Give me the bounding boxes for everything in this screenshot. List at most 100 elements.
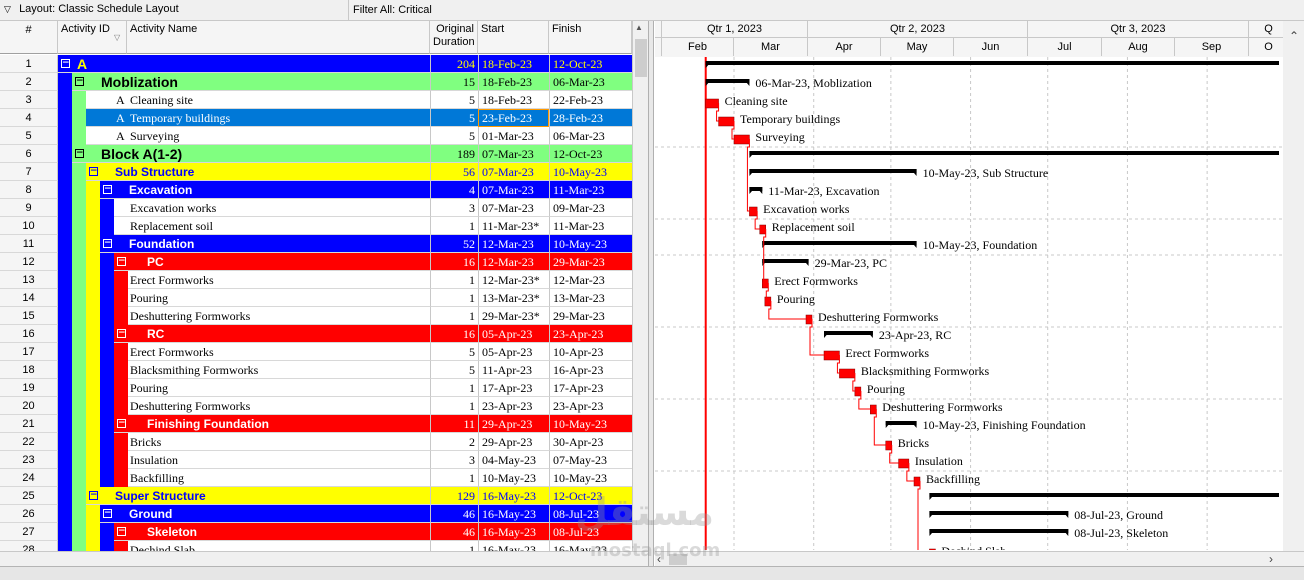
duration-cell[interactable]: 1: [430, 217, 478, 235]
duration-cell[interactable]: 15: [430, 73, 478, 91]
start-cell[interactable]: 05-Apr-23: [478, 325, 549, 343]
start-cell[interactable]: 10-May-23: [478, 469, 549, 487]
start-cell[interactable]: 16-May-23: [478, 487, 549, 505]
duration-cell[interactable]: 1: [430, 379, 478, 397]
start-cell[interactable]: 23-Feb-23: [478, 109, 549, 127]
table-row[interactable]: 16− RC 16 05-Apr-23 23-Apr-23: [0, 325, 632, 343]
table-row[interactable]: 11 − Foundation 52 12-Mar-23 10-May-23: [0, 235, 632, 253]
splitter[interactable]: [648, 21, 654, 566]
start-cell[interactable]: 29-Mar-23*: [478, 307, 549, 325]
start-cell[interactable]: 18-Feb-23: [478, 73, 549, 91]
wbs-name[interactable]: − Super Structure: [86, 487, 430, 505]
collapse-toggle-icon[interactable]: −: [103, 238, 112, 248]
wbs-name[interactable]: − Skeleton: [114, 523, 430, 541]
filter-label[interactable]: Filter All: Critical: [348, 0, 653, 20]
finish-cell[interactable]: 11-Mar-23: [549, 181, 632, 199]
table-row[interactable]: 10 Replacement soil 1 11-Mar-23* 11-Mar-23: [0, 217, 632, 235]
wbs-name[interactable]: − Block A(1-2): [72, 145, 430, 163]
duration-cell[interactable]: 204: [430, 55, 478, 73]
collapse-toggle-icon[interactable]: −: [89, 490, 98, 500]
wbs-name[interactable]: − PC: [114, 253, 430, 271]
activity-name[interactable]: Pouring: [128, 379, 430, 397]
finish-cell[interactable]: 12-Oct-23: [549, 55, 632, 73]
start-cell[interactable]: 16-May-23: [478, 523, 549, 541]
start-cell[interactable]: 13-Mar-23*: [478, 289, 549, 307]
collapse-toggle-icon[interactable]: −: [117, 418, 126, 428]
start-cell[interactable]: 29-Apr-23: [478, 433, 549, 451]
duration-cell[interactable]: 5: [430, 127, 478, 145]
column-header-activity-name[interactable]: Activity Name: [127, 21, 430, 54]
table-row[interactable]: 3 A Cleaning site 5 18-Feb-23 22-Feb-23: [0, 91, 632, 109]
start-cell[interactable]: 29-Apr-23: [478, 415, 549, 433]
finish-cell[interactable]: 10-May-23: [549, 415, 632, 433]
finish-cell[interactable]: 13-Mar-23: [549, 289, 632, 307]
duration-cell[interactable]: 5: [430, 343, 478, 361]
finish-cell[interactable]: 29-Mar-23: [549, 253, 632, 271]
duration-cell[interactable]: 16: [430, 253, 478, 271]
column-header-duration[interactable]: Original Duration: [430, 21, 478, 54]
duration-cell[interactable]: 16: [430, 325, 478, 343]
activity-name[interactable]: Erect Formworks: [128, 271, 430, 289]
table-row[interactable]: 6 − Block A(1-2) 189 07-Mar-23 12-Oct-23: [0, 145, 632, 163]
activity-name[interactable]: Replacement soil: [114, 217, 430, 235]
gantt-scrollbar[interactable]: ⌃: [1283, 21, 1304, 551]
duration-cell[interactable]: 1: [430, 397, 478, 415]
start-cell[interactable]: 12-Mar-23*: [478, 271, 549, 289]
duration-cell[interactable]: 52: [430, 235, 478, 253]
table-row[interactable]: 19 Pouring 1 17-Apr-23 17-Apr-23: [0, 379, 632, 397]
finish-cell[interactable]: 23-Apr-23: [549, 397, 632, 415]
start-cell[interactable]: 07-Mar-23: [478, 145, 549, 163]
duration-cell[interactable]: 3: [430, 199, 478, 217]
table-row[interactable]: 12 − PC 16 12-Mar-23 29-Mar-23: [0, 253, 632, 271]
duration-cell[interactable]: 1: [430, 271, 478, 289]
duration-cell[interactable]: 56: [430, 163, 478, 181]
table-row[interactable]: 21 − Finishing Foundation 11 29-Apr-23 10-May…: [0, 415, 632, 433]
table-row[interactable]: 24 Backfilling 1 10-May-23 10-May-23: [0, 469, 632, 487]
scroll-right-icon[interactable]: ›: [1269, 552, 1273, 566]
activity-name[interactable]: Pouring: [128, 289, 430, 307]
table-row[interactable]: 13 Erect Formworks 1 12-Mar-23* 12-Mar-23: [0, 271, 632, 289]
collapse-toggle-icon[interactable]: −: [103, 508, 112, 518]
start-cell[interactable]: 23-Apr-23: [478, 397, 549, 415]
finish-cell[interactable]: 08-Jul-23: [549, 505, 632, 523]
table-row[interactable]: 18 Blacksmithing Formworks 5 11-Apr-23 16-Ap…: [0, 361, 632, 379]
finish-cell[interactable]: 11-Mar-23: [549, 217, 632, 235]
table-row[interactable]: 25 − Super Structure 129 16-May-23 12-Oct-23: [0, 487, 632, 505]
table-scrollbar[interactable]: ▲: [632, 21, 649, 551]
duration-cell[interactable]: 129: [430, 487, 478, 505]
finish-cell[interactable]: 10-May-23: [549, 469, 632, 487]
table-row[interactable]: 17 Erect Formworks 5 05-Apr-23 10-Apr-23: [0, 343, 632, 361]
duration-cell[interactable]: 4: [430, 181, 478, 199]
finish-cell[interactable]: 10-May-23: [549, 235, 632, 253]
collapse-toggle-icon[interactable]: −: [89, 166, 98, 176]
start-cell[interactable]: 11-Apr-23: [478, 361, 549, 379]
wbs-name[interactable]: − Ground: [100, 505, 430, 523]
finish-cell[interactable]: 08-Jul-23: [549, 523, 632, 541]
wbs-name[interactable]: − RC: [114, 325, 430, 343]
table-row[interactable]: 7 − Sub Structure 56 07-Mar-23 10-May-23: [0, 163, 632, 181]
column-header-num[interactable]: #: [0, 21, 58, 54]
activity-name[interactable]: Backfilling: [128, 469, 430, 487]
duration-cell[interactable]: 46: [430, 523, 478, 541]
gantt-hscrollbar[interactable]: ‹ ›: [655, 551, 1304, 567]
start-cell[interactable]: 05-Apr-23: [478, 343, 549, 361]
duration-cell[interactable]: 5: [430, 91, 478, 109]
finish-cell[interactable]: 29-Mar-23: [549, 307, 632, 325]
table-row[interactable]: 9 Excavation works 3 07-Mar-23 09-Mar-23: [0, 199, 632, 217]
start-cell[interactable]: 11-Mar-23*: [478, 217, 549, 235]
wbs-name[interactable]: − Moblization: [72, 73, 430, 91]
finish-cell[interactable]: 30-Apr-23: [549, 433, 632, 451]
activity-name[interactable]: Insulation: [128, 451, 430, 469]
table-row[interactable]: 5 A Surveying 5 01-Mar-23 06-Mar-23: [0, 127, 632, 145]
duration-cell[interactable]: 1: [430, 307, 478, 325]
wbs-name[interactable]: − Excavation: [100, 181, 430, 199]
finish-cell[interactable]: 22-Feb-23: [549, 91, 632, 109]
duration-cell[interactable]: 11: [430, 415, 478, 433]
gantt-chart[interactable]: 06-Mar-23, Moblization Cleaning site Tempo…: [655, 57, 1283, 550]
activity-name[interactable]: A Surveying: [86, 127, 430, 145]
table-row[interactable]: 20 Deshuttering Formworks 1 23-Apr-23 23-Apr…: [0, 397, 632, 415]
duration-cell[interactable]: 1: [430, 289, 478, 307]
finish-cell[interactable]: 28-Feb-23: [549, 109, 632, 127]
wbs-name[interactable]: − Finishing Foundation: [114, 415, 430, 433]
duration-cell[interactable]: 189: [430, 145, 478, 163]
